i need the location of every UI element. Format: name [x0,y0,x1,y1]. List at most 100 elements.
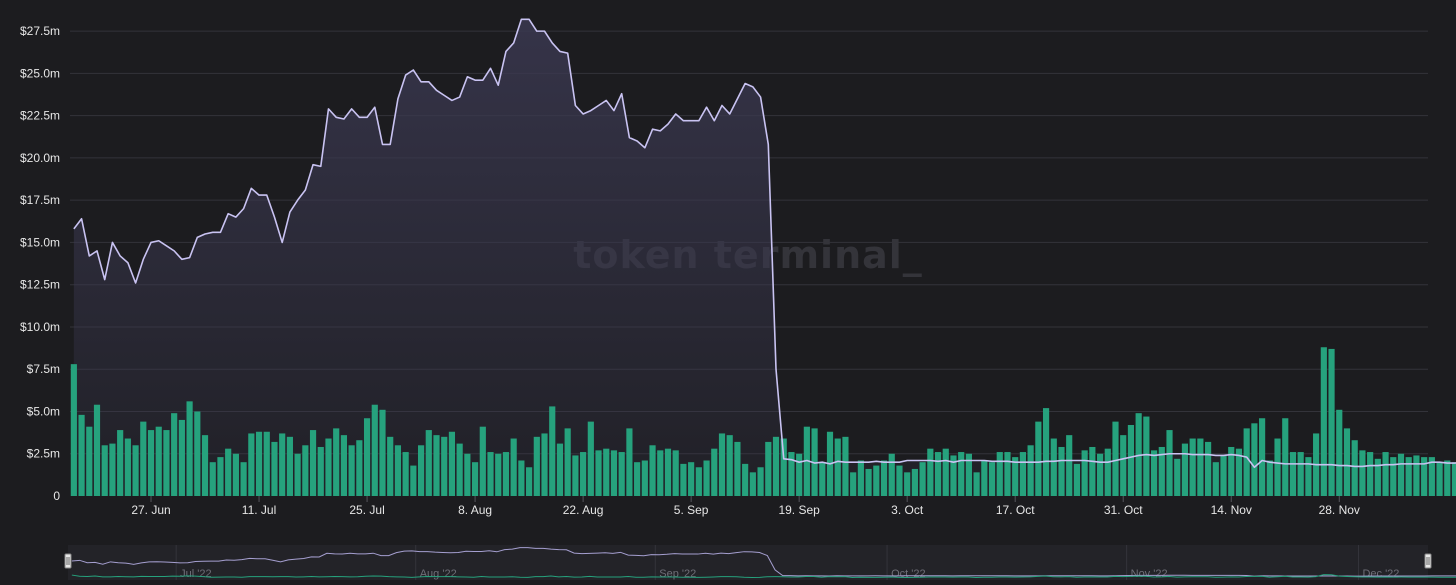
bar[interactable] [896,465,903,496]
bar[interactable] [171,413,178,496]
bar[interactable] [294,453,301,496]
bar[interactable] [186,401,193,496]
bar[interactable] [641,460,648,497]
bar[interactable] [1343,428,1351,496]
bar[interactable] [217,457,224,496]
bar[interactable] [163,430,170,496]
bar[interactable] [495,453,502,496]
bar[interactable] [1243,428,1250,496]
bar[interactable] [1120,435,1127,496]
bar[interactable] [201,435,209,496]
bar[interactable] [1428,457,1435,496]
bar[interactable] [317,446,324,496]
bar[interactable] [479,426,486,496]
bar[interactable] [1436,462,1443,496]
bar[interactable] [680,463,687,496]
bar[interactable] [425,430,432,496]
bar[interactable] [1205,441,1212,496]
bar[interactable] [618,452,625,496]
bar[interactable] [927,448,934,496]
bar[interactable] [225,448,232,496]
bar[interactable] [263,431,270,496]
bar[interactable] [472,462,479,496]
bar[interactable] [888,453,895,496]
bar[interactable] [973,472,980,496]
bar[interactable] [194,411,201,496]
bar[interactable] [302,445,309,496]
bar[interactable] [340,435,347,496]
bar[interactable] [124,438,131,496]
bar[interactable] [1127,425,1135,496]
bar[interactable] [965,453,972,496]
bar[interactable] [155,426,162,496]
bar[interactable] [348,445,355,496]
bar[interactable] [240,462,247,496]
bar[interactable] [1066,435,1073,496]
bar[interactable] [834,438,841,496]
line-series[interactable] [73,18,1456,469]
bar[interactable] [919,462,926,496]
bar[interactable] [464,453,471,496]
bar[interactable] [911,468,918,496]
bar[interactable] [695,467,702,496]
bar[interactable] [1320,347,1327,496]
bar[interactable] [487,452,494,496]
bar[interactable] [1390,457,1397,496]
bar[interactable] [1351,440,1358,496]
bar[interactable] [1413,455,1420,496]
range-navigator[interactable]: Jul '22 Aug '22 Sep '22 Oct '22 Nov '22 Dec '… [64,545,1456,580]
bar[interactable] [742,463,749,496]
bar[interactable] [981,460,988,497]
bar[interactable] [1166,430,1173,496]
bar[interactable] [850,472,857,496]
bar[interactable] [757,467,764,496]
bar[interactable] [1451,462,1456,496]
bar[interactable] [526,467,533,496]
bar[interactable] [1397,453,1405,496]
bar[interactable] [1112,421,1119,496]
bar[interactable] [649,445,656,496]
bar[interactable] [541,433,548,496]
bar[interactable] [626,428,633,496]
bar[interactable] [819,462,826,496]
bar[interactable] [556,443,564,496]
bar[interactable] [433,435,440,496]
bar[interactable] [880,460,888,497]
bar[interactable] [996,452,1003,496]
bar[interactable] [456,443,463,496]
bar[interactable] [86,426,93,496]
bar[interactable] [595,450,602,496]
bar[interactable] [865,468,872,496]
bar[interactable] [178,419,185,496]
bar[interactable] [688,462,695,496]
bar[interactable] [279,433,286,496]
bar[interactable] [1035,421,1042,496]
bar[interactable] [934,452,942,496]
bar[interactable] [286,436,293,496]
bar[interactable] [356,440,363,496]
bar[interactable] [672,450,679,496]
bar[interactable] [1089,446,1096,496]
bar[interactable] [1274,438,1281,496]
bar[interactable] [325,438,332,496]
bar[interactable] [564,428,571,496]
bar[interactable] [1444,460,1451,497]
bar[interactable] [1081,450,1088,496]
bar[interactable] [1151,450,1158,496]
bar[interactable] [796,453,803,496]
bar[interactable] [93,404,101,496]
bar[interactable] [417,445,425,496]
bar[interactable] [788,452,795,496]
bar[interactable] [117,430,124,496]
bar[interactable] [1135,413,1142,496]
bar[interactable] [726,435,733,496]
bar[interactable] [1421,457,1428,496]
bar[interactable] [1073,463,1081,496]
bar[interactable] [610,450,618,496]
bar[interactable] [549,406,556,496]
bar[interactable] [603,448,610,496]
bar[interactable] [657,450,664,496]
bar[interactable] [1042,408,1050,496]
bar[interactable] [950,455,957,496]
bar[interactable] [580,452,587,496]
